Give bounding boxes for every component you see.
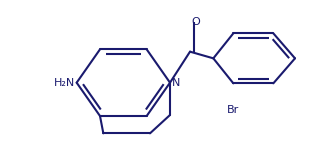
Text: N: N xyxy=(171,78,180,88)
Text: O: O xyxy=(192,17,200,27)
Text: Br: Br xyxy=(227,105,240,115)
Text: H₂N: H₂N xyxy=(54,78,75,88)
